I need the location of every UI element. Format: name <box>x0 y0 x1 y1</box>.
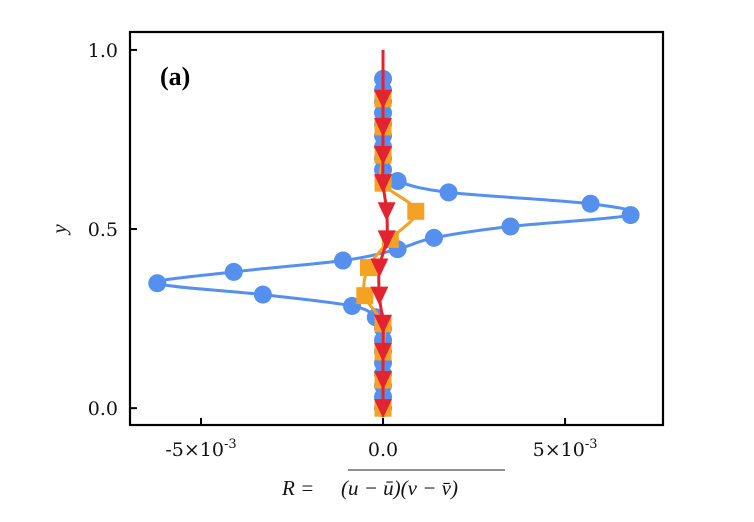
data-point-triangle <box>374 371 393 391</box>
data-point-triangle <box>377 230 396 250</box>
data-point-circle <box>253 285 272 304</box>
data-point-circle <box>148 274 167 293</box>
data-point-triangle <box>374 89 393 109</box>
data-point-circle <box>581 194 600 213</box>
data-point-triangle <box>374 342 393 362</box>
data-point-triangle <box>374 399 393 419</box>
x-axis-label-rhs: (u − ū)(v − v̄) <box>341 476 458 500</box>
data-point-triangle <box>370 258 389 278</box>
data-point-circle <box>424 228 443 247</box>
x-tick-label: -5×10-3 <box>165 437 236 461</box>
x-axis-label: R = (u − ū)(v − v̄) <box>281 469 505 500</box>
panel-label: (a) <box>160 62 190 91</box>
data-point-triangle <box>374 174 393 194</box>
data-point-triangle <box>374 117 393 137</box>
data-point-circle <box>501 217 520 236</box>
x-tick-label: 5×10-3 <box>533 437 598 461</box>
data-point-square <box>356 287 374 305</box>
data-point-circle <box>333 251 352 270</box>
y-tick-label: 0.5 <box>88 219 118 241</box>
data-point-circle <box>388 172 407 191</box>
data-point-circle <box>224 262 243 281</box>
ticks: -5×10-3 0.0 5×10-3 0.0 0.5 1.0 <box>88 40 598 461</box>
x-tick-label: 0.0 <box>368 439 398 461</box>
x-tick-exponent: -3 <box>585 437 598 452</box>
data-point-triangle <box>377 202 396 222</box>
series-layer <box>148 49 640 419</box>
x-axis-label-lhs: R = <box>281 476 314 500</box>
data-point-circle <box>621 206 640 225</box>
y-axis-label: y <box>47 224 71 236</box>
data-point-triangle <box>374 146 393 166</box>
series-triangle-down <box>370 49 396 419</box>
y-tick-label: 1.0 <box>88 40 118 62</box>
y-tick-label: 0.0 <box>88 398 118 420</box>
data-point-triangle <box>370 286 389 306</box>
x-tick-exponent: -3 <box>224 437 237 452</box>
data-point-square <box>407 202 425 220</box>
data-point-triangle <box>374 314 393 334</box>
plot-frame <box>128 30 665 427</box>
data-point-circle <box>439 183 458 202</box>
